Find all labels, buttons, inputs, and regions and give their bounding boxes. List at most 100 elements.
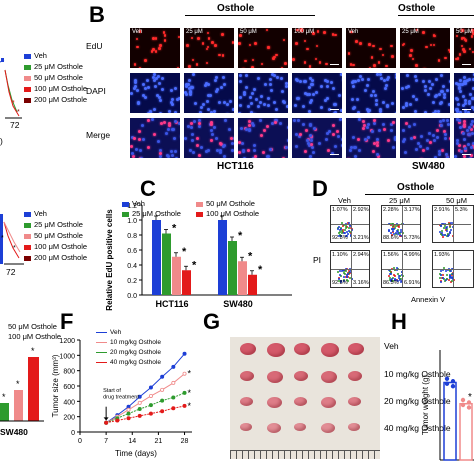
series-point — [126, 411, 131, 416]
series-point — [160, 387, 165, 392]
tumor-specimen — [321, 343, 339, 357]
tumor-specimen — [240, 397, 253, 406]
flow-plot-5: 1.93% — [432, 250, 474, 288]
bar-SW480-1 — [228, 241, 237, 295]
micrograph-dapi-4 — [346, 73, 396, 113]
flow-plot-2: 2.91% 5.3% — [432, 205, 474, 243]
series-point — [171, 380, 176, 385]
legend-40: 40 mg/kg Osthole — [96, 359, 161, 366]
g-label-veh: Veh — [384, 341, 399, 351]
tumor-specimen — [321, 371, 337, 383]
y-axis-label: Tumor size (mm³) — [52, 354, 60, 417]
bar-10 mg/kg — [459, 403, 473, 461]
tumor-specimen — [348, 371, 362, 381]
y-axis-label: Relative EdU positive cells — [105, 209, 114, 311]
y-tick-label: 400 — [63, 399, 75, 406]
micrograph-edu-1: 25 μM — [184, 28, 234, 68]
scale-bar — [330, 63, 339, 65]
series-point — [104, 420, 109, 425]
data-point — [466, 405, 472, 410]
micrograph-column-label: 50 μM — [240, 29, 257, 35]
series-point — [171, 364, 176, 369]
tumor-growth-chart: 0 200 400 600 800 1000 1200 0 7 14 21 28 Tumor size … — [52, 338, 192, 458]
micrograph-edu-0: Veh — [130, 28, 180, 68]
bar-SW480-0 — [218, 220, 227, 295]
significance-star: * — [172, 223, 177, 235]
tumor-specimen — [294, 343, 310, 355]
y-tick-label: 0.2 — [127, 278, 137, 285]
panel-label-h: H — [391, 309, 407, 334]
y-tick-label: 1.2 — [127, 203, 137, 210]
micrograph-merge-6 — [454, 118, 474, 158]
bar-SW480-3 — [248, 274, 257, 295]
series-point — [137, 394, 142, 399]
flow-plot-0: 1.07% 2.92% 92.8% 3.21% — [330, 205, 370, 243]
data-point — [460, 402, 466, 408]
y-tick-label: 0.8 — [127, 233, 137, 240]
series-point — [182, 403, 187, 408]
legend-100-osthole: 100 μM Osthole — [8, 332, 62, 341]
osthole-bracket-2 — [398, 15, 474, 16]
osthole-header-sw480: Osthole — [398, 3, 436, 14]
osthole-bracket — [185, 15, 315, 16]
micrograph-dapi-2 — [238, 73, 288, 113]
significance-star: * — [182, 246, 187, 258]
series-point — [148, 393, 153, 398]
col-25: 25 μM — [389, 196, 410, 205]
micrograph-dapi-1 — [184, 73, 234, 113]
bar-Veh — [443, 381, 457, 461]
scale-bar — [330, 153, 339, 155]
g-label-40: 40 mg/kg Osthole — [384, 423, 451, 433]
cell-line-hct116: HCT116 — [217, 161, 254, 172]
edu-bar-chart: 0.0 0.2 0.4 0.6 0.8 1.0 1.2 Relative EdU positi… — [105, 203, 292, 311]
y-tick-label: 1200 — [59, 338, 75, 345]
legend-veh: Veh — [96, 329, 161, 336]
tumor-specimen — [321, 423, 335, 433]
data-point — [450, 379, 456, 384]
quadrant-percent: 92.8% — [332, 280, 348, 286]
scale-bar — [462, 153, 471, 155]
legend-100: 100 μM Osthole — [24, 85, 87, 93]
series-point — [182, 371, 187, 376]
row-label-dapi: DAPI — [86, 86, 106, 96]
left-bottom-chart: * * * — [0, 346, 44, 422]
quadrant-percent: 6.91% — [404, 280, 420, 286]
bar-HCT116-3 — [182, 270, 191, 295]
tumor-specimen — [267, 343, 285, 357]
bar-HCT116-2 — [172, 256, 181, 295]
bar-SW480-2 — [238, 261, 247, 295]
tumor-specimen — [348, 423, 360, 431]
significance-star: * — [188, 401, 192, 411]
legend-50: 50 μM Osthole — [24, 232, 87, 240]
quadrant-percent: 1.10% — [332, 252, 348, 258]
scale-bar — [330, 108, 339, 110]
annotation-line-1: Start of — [103, 388, 121, 394]
col-50: 50 μM — [446, 196, 467, 205]
x-tick-label: 14 — [128, 438, 136, 445]
legend-20: 20 mg/kg Osthole — [96, 349, 161, 356]
series-point — [148, 385, 153, 390]
x-tick-label: HCT116 — [155, 299, 188, 309]
x-tick-label: 21 — [155, 438, 163, 445]
svg-text:*: * — [31, 346, 35, 356]
micrograph-merge-4 — [346, 118, 396, 158]
significance-star: * — [238, 230, 243, 242]
tumor-specimen — [240, 343, 256, 355]
y-axis-label: Tumor weight (g) — [421, 375, 430, 436]
x-tick-72: 72 — [6, 267, 16, 277]
legend-25: 25 μM Osthole — [24, 63, 87, 71]
flow-plot-1: 2.28% 3.17% 88.6% 5.73% — [381, 205, 421, 243]
series-point — [148, 403, 153, 408]
series-point — [148, 411, 153, 416]
svg-text:*: * — [12, 100, 15, 107]
significance-star: * — [188, 388, 192, 398]
quadrant-percent: 1.07% — [332, 207, 348, 213]
svg-text:*: * — [2, 392, 6, 402]
panel-label-d: D — [312, 176, 328, 201]
scale-bar — [462, 108, 471, 110]
micrograph-column-label: Veh — [348, 29, 359, 35]
quadrant-percent: 2.91% — [434, 207, 450, 213]
legend-200: 200 μM Osthole — [24, 96, 87, 104]
micrograph-column-label: 100 μM — [294, 29, 315, 35]
micrograph-dapi-3 — [292, 73, 342, 113]
